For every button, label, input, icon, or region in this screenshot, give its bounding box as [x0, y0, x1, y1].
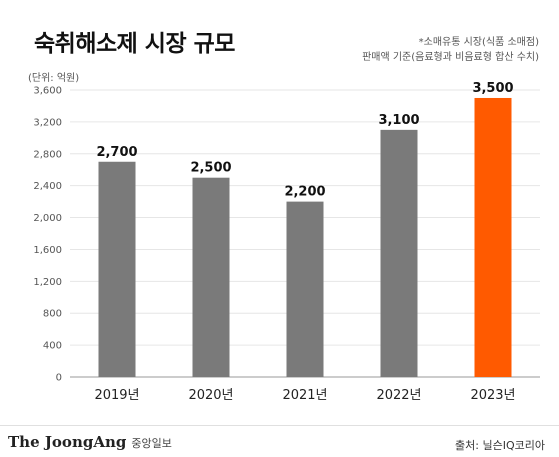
bar-2020년 [192, 177, 230, 377]
data-label: 2,700 [96, 145, 137, 160]
footnote-line-2: 판매액 기준(음료형과 비음료형 합산 수치) [362, 52, 539, 63]
data-label: 3,500 [472, 81, 513, 96]
bar-2023년 [474, 97, 512, 377]
y-tick-label: 0 [56, 373, 62, 384]
y-tick-label: 2,000 [33, 213, 62, 224]
footnote-line-1: *소매유통 시장(식품 소매점) [418, 37, 539, 48]
y-tick-label: 1,600 [33, 245, 62, 256]
label-layer: 0 400 800 1,200 1,600 2,000 2,400 2,800 3,200 3,6… [33, 81, 515, 403]
publisher-logo: The JoongAng 중앙일보 [8, 433, 172, 451]
unit-label: (단위: 억원) [28, 73, 80, 84]
data-label: 2,500 [190, 161, 231, 176]
publisher-name: The JoongAng [8, 433, 127, 451]
footer-divider [0, 425, 559, 426]
bar-layer [98, 97, 512, 377]
y-tick-label: 800 [43, 309, 62, 320]
x-tick-label: 2023년 [470, 388, 515, 403]
x-tick-label: 2020년 [188, 388, 233, 403]
y-tick-label: 400 [43, 341, 62, 352]
y-tick-label: 3,200 [33, 117, 62, 128]
chart-title: 숙취해소제 시장 규모 [34, 31, 235, 57]
y-tick-label: 3,600 [33, 86, 62, 97]
source-credit: 출처: 닐슨IQ코리아 [455, 439, 545, 452]
data-label: 2,200 [284, 185, 325, 200]
bar-2019년 [98, 161, 136, 377]
x-tick-label: 2021년 [282, 388, 327, 403]
publisher-korean-name: 중앙일보 [131, 437, 172, 450]
data-label: 3,100 [378, 113, 419, 128]
y-tick-label: 2,400 [33, 181, 62, 192]
y-tick-label: 2,800 [33, 149, 62, 160]
bar-2021년 [286, 201, 324, 377]
x-tick-label: 2019년 [94, 388, 139, 403]
bar-2022년 [380, 129, 418, 377]
y-tick-label: 1,200 [33, 277, 62, 288]
x-tick-label: 2022년 [376, 388, 421, 403]
